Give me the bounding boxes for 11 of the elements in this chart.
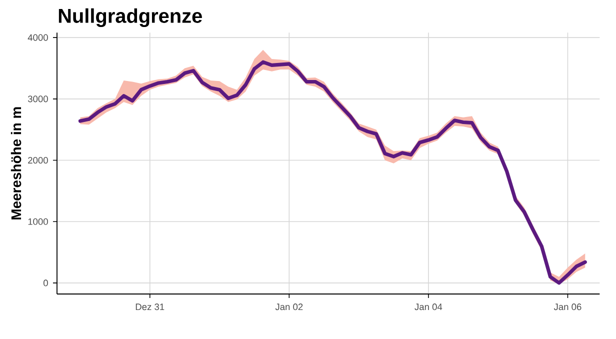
y-tick-label: 1000 [28, 218, 48, 225]
y-tick-label: 2000 [28, 156, 48, 164]
x-tick-label: Jan 06 [554, 304, 582, 310]
y-tick-label: 0 [43, 280, 48, 286]
y-axis-title: Meereshöhe in m [10, 107, 22, 220]
chart-title: Nullgradgrenze [58, 8, 202, 27]
x-tick-label: Jan 04 [414, 304, 442, 310]
x-tick-label: Jan 02 [275, 304, 303, 310]
y-tick-label: 4000 [28, 34, 48, 41]
x-tick-label: Dez 31 [136, 304, 164, 310]
y-tick-label: 3000 [28, 96, 48, 102]
